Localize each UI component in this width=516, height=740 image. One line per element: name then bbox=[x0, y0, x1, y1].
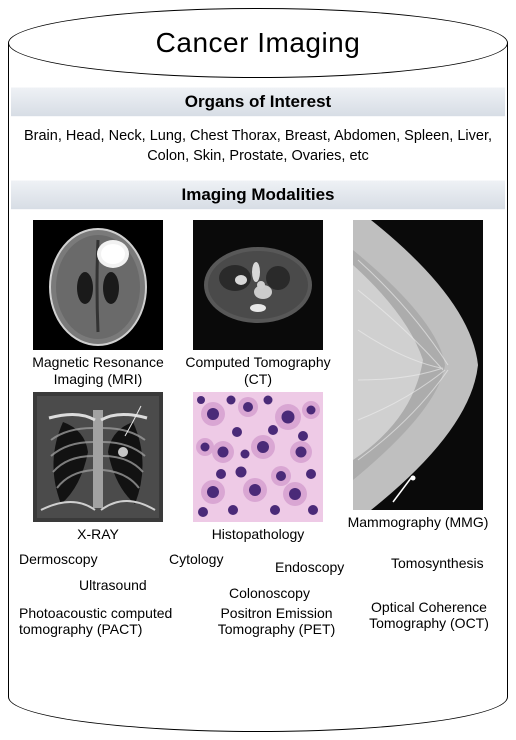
wc-tomosynthesis: Tomosynthesis bbox=[391, 555, 484, 571]
xray-label: X-RAY bbox=[33, 526, 163, 543]
mri-label: Magnetic Resonance Imaging (MRI) bbox=[21, 354, 175, 388]
mmg-image bbox=[353, 220, 483, 510]
ct-label: Computed Tomography (CT) bbox=[181, 354, 335, 388]
wc-colonoscopy: Colonoscopy bbox=[229, 585, 310, 601]
modalities-heading: Imaging Modalities bbox=[11, 180, 505, 210]
wc-pet: Positron Emission Tomography (PET) bbox=[199, 605, 354, 637]
histopathology-image bbox=[193, 392, 323, 522]
xray-image bbox=[33, 392, 163, 522]
modality-mri: Magnetic Resonance Imaging (MRI) bbox=[21, 220, 175, 388]
histo-label: Histopathology bbox=[193, 526, 323, 543]
organs-body-text: Brain, Head, Neck, Lung, Chest Thorax, B… bbox=[9, 121, 507, 174]
wc-dermoscopy: Dermoscopy bbox=[19, 551, 98, 567]
mmg-label: Mammography (MMG) bbox=[346, 514, 491, 531]
modalities-grid: Magnetic Resonance Imaging (MRI) Compute… bbox=[9, 214, 507, 542]
organs-heading: Organs of Interest bbox=[11, 87, 505, 117]
modality-ct: Computed Tomography (CT) bbox=[181, 220, 335, 388]
modality-mmg: Mammography (MMG) bbox=[346, 220, 491, 531]
cylinder-container: Cancer Imaging Organs of Interest Brain,… bbox=[8, 8, 508, 732]
modality-xray: X-RAY bbox=[33, 392, 163, 543]
modality-histo: Histopathology bbox=[193, 392, 323, 543]
wc-endoscopy: Endoscopy bbox=[275, 559, 344, 575]
wc-oct: Optical Coherence Tomography (OCT) bbox=[361, 599, 497, 631]
wc-pact: Photoacoustic computed tomography (PACT) bbox=[19, 605, 204, 637]
wc-ultrasound: Ultrasound bbox=[79, 577, 147, 593]
main-title: Cancer Imaging bbox=[156, 27, 361, 59]
cylinder-body: Organs of Interest Brain, Head, Neck, Lu… bbox=[8, 43, 508, 697]
ct-image bbox=[193, 220, 323, 350]
modalities-wordcloud: Dermoscopy Cytology Endoscopy Tomosynthe… bbox=[19, 547, 497, 657]
mri-image bbox=[33, 220, 163, 350]
cylinder-top-ellipse: Cancer Imaging bbox=[8, 8, 508, 78]
wc-cytology: Cytology bbox=[169, 551, 223, 567]
